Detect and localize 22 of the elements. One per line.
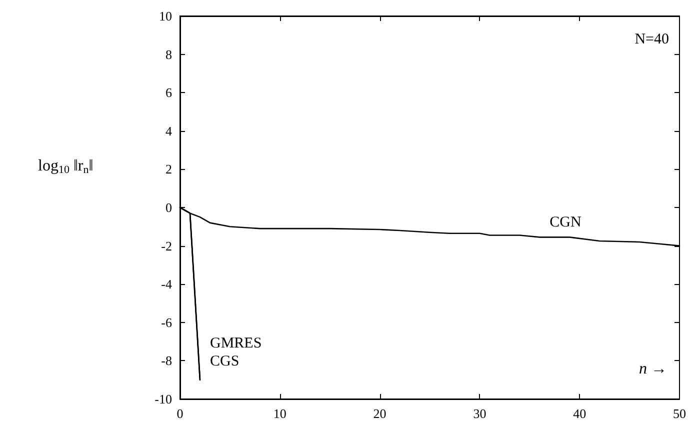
x-tick-label: 0 xyxy=(176,406,184,421)
y-tick-label: 0 xyxy=(166,200,172,215)
y-tick-label: 8 xyxy=(166,46,172,62)
y-tick-label: 4 xyxy=(166,123,172,138)
y-tick-label: 10 xyxy=(159,8,172,24)
annotation: N=40 xyxy=(634,32,670,48)
x-tick-label: 20 xyxy=(373,406,386,421)
y-tick-label: 2 xyxy=(166,162,172,177)
series-label: CGS xyxy=(210,353,240,370)
y-tick-label: 6 xyxy=(166,85,172,100)
x-tick-label: 40 xyxy=(573,406,586,421)
series-label: CGN xyxy=(550,214,582,231)
y-tick-label: -6 xyxy=(161,314,172,330)
y-tick-label: -4 xyxy=(161,276,172,292)
y-tick-label: -8 xyxy=(161,353,172,368)
x-tick-label: 30 xyxy=(473,406,486,421)
x-tick-label: 50 xyxy=(673,406,686,421)
y-tick-label: -2 xyxy=(161,238,172,254)
x-axis-title: n → xyxy=(639,360,667,378)
series-label: GMRES xyxy=(210,335,262,352)
y-tick-label: -10 xyxy=(154,392,172,406)
x-tick-label: 10 xyxy=(273,406,286,421)
